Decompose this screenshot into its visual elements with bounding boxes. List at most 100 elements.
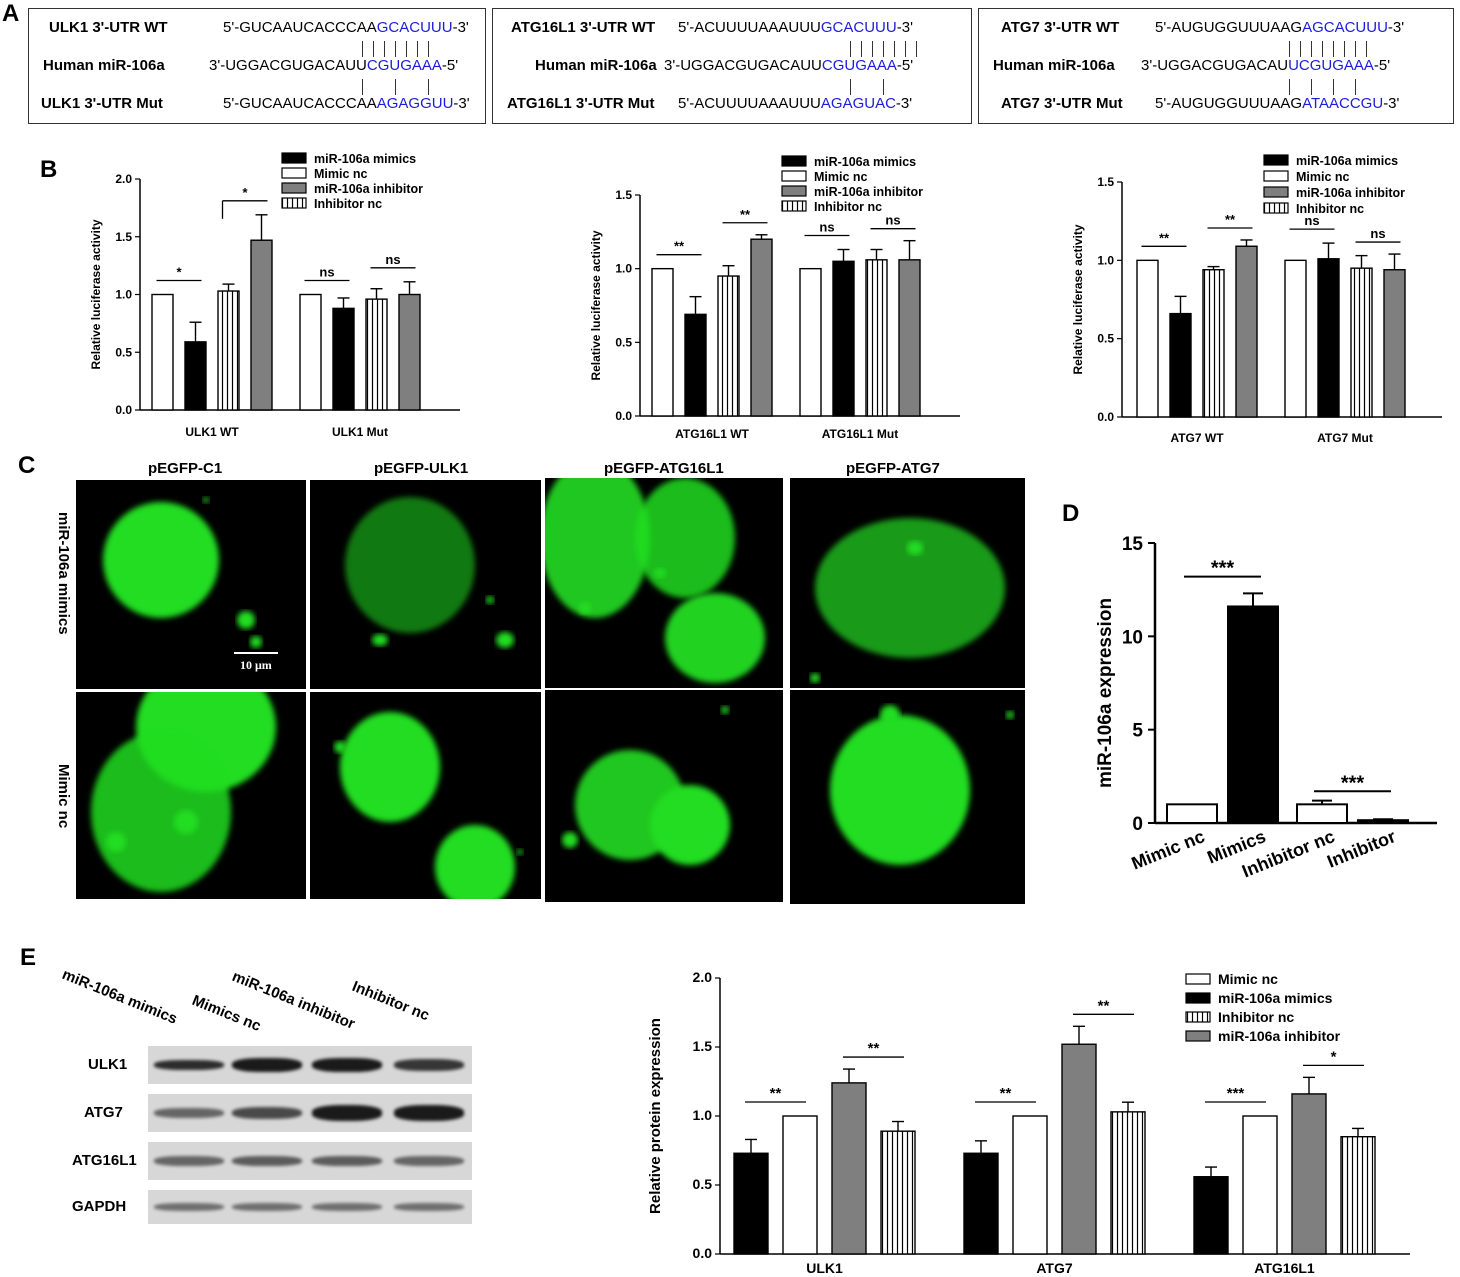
- significance-label: **: [1225, 212, 1236, 227]
- protein-band: [394, 1059, 464, 1071]
- protein-band: [232, 1107, 302, 1119]
- x-tick-label: ULK1: [806, 1260, 843, 1276]
- legend-swatch: [781, 200, 807, 212]
- y-tick-label: 0.5: [115, 345, 132, 359]
- pairing-line: [850, 41, 851, 57]
- pairing-line: [1355, 79, 1356, 95]
- sequence-segment: 5'-ACUUUUAAAUUU: [678, 95, 821, 112]
- bar: [1110, 1111, 1146, 1255]
- fluorescence-image: [345, 497, 514, 648]
- pairing-line: [428, 41, 429, 57]
- cell-blob: [340, 712, 440, 822]
- bar: [151, 293, 174, 411]
- fluorescence-image: [562, 706, 730, 865]
- sequence-segment: ATAACCGU: [1302, 95, 1384, 112]
- bar: [1012, 1115, 1048, 1255]
- x-tick-label: ATG16L1 Mut: [822, 427, 898, 441]
- x-tick-label: Inhibitor: [1324, 826, 1398, 872]
- significance-label: *: [1331, 1048, 1337, 1065]
- significance-label: ns: [1370, 226, 1385, 241]
- column-header: pEGFP-ATG16L1: [604, 460, 724, 477]
- bar: [1317, 258, 1340, 418]
- pairing-line: [905, 41, 906, 57]
- legend-label: miR-106a inhibitor: [1296, 186, 1405, 200]
- significance-label: *: [242, 185, 248, 200]
- x-tick-label: ATG16L1: [1254, 1260, 1315, 1276]
- blot-strip: [148, 1094, 472, 1132]
- legend-label: Mimic nc: [314, 167, 368, 181]
- fluorescence-image: [810, 518, 1005, 683]
- sequence-segment: CGUGAAA: [366, 57, 442, 74]
- significance-label: ***: [1227, 1085, 1245, 1102]
- legend-swatch: [1185, 992, 1211, 1004]
- wt-sequence: 5'-GUCAAUCACCCAAGCACUUU-3': [223, 19, 469, 36]
- legend-swatch: [1185, 973, 1211, 985]
- microscopy-image: [545, 478, 783, 688]
- sequence-segment: -3': [452, 19, 469, 36]
- blot-strip: [148, 1046, 472, 1084]
- bar: [832, 260, 855, 417]
- significance-label: ns: [819, 220, 834, 235]
- y-axis-label: Relative protein expression: [647, 1018, 664, 1214]
- chart-b-atg16l1: 0.0 0.5 1.0 1.5 Relative luciferase activity…: [589, 155, 960, 441]
- mir-label: Human miR-106a: [43, 57, 165, 74]
- protein-band: [154, 1060, 224, 1070]
- bar: [1202, 269, 1225, 418]
- y-tick-label: 10: [1122, 627, 1143, 648]
- bar: [250, 239, 273, 411]
- cell-blob: [579, 602, 591, 614]
- cell-blob: [932, 802, 948, 818]
- legend-swatch: [1185, 1030, 1211, 1042]
- pairing-line: [1289, 41, 1290, 57]
- wt-sequence: 5'-ACUUUUAAAUUUGCACUUU-3': [678, 19, 913, 36]
- bar: [651, 267, 674, 417]
- pairing-line: [1333, 41, 1334, 57]
- protein-label: ATG16L1: [72, 1152, 137, 1169]
- column-header: pEGFP-ATG7: [846, 460, 940, 477]
- sequence-segment: GCACUUU: [820, 19, 897, 36]
- y-tick-label: 0.0: [115, 403, 132, 417]
- pairing-line: [1344, 41, 1345, 57]
- sequence-segment: -3': [896, 19, 913, 36]
- bar: [880, 1130, 916, 1255]
- significance-label: ns: [385, 252, 400, 267]
- cell-blob: [496, 632, 514, 648]
- significance-label: ns: [1304, 213, 1319, 228]
- legend-swatch: [1185, 1011, 1211, 1023]
- sequence-segment: CGUGAAA: [821, 57, 897, 74]
- pairing-line: [872, 41, 873, 57]
- significance-label: **: [868, 1040, 880, 1057]
- cell-blob: [810, 673, 820, 683]
- bar: [1136, 259, 1159, 418]
- column-header: pEGFP-C1: [148, 460, 223, 477]
- x-tick-label: ATG7 Mut: [1317, 431, 1373, 445]
- bar: [217, 290, 240, 411]
- pairing-line: [417, 41, 418, 57]
- mut-label: ULK1 3'-UTR Mut: [41, 95, 163, 112]
- protein-band: [232, 1058, 302, 1072]
- bar: [831, 1082, 867, 1255]
- y-tick-label: 0.5: [615, 335, 632, 349]
- legend-label: Inhibitor nc: [1218, 1009, 1294, 1025]
- panel-letter-d: D: [1062, 500, 1080, 527]
- column-header: pEGFP-ULK1: [374, 460, 469, 477]
- x-tick-label: ULK1 WT: [185, 425, 239, 439]
- cell-blob: [334, 741, 346, 753]
- cell-blob: [635, 478, 735, 598]
- y-tick-label: 0.0: [1097, 410, 1114, 424]
- y-tick-label: 1.5: [693, 1038, 713, 1054]
- y-axis-label: Relative luciferase activity: [89, 219, 103, 369]
- panel-letter-b: B: [40, 156, 58, 183]
- bar: [1350, 267, 1373, 418]
- significance-label: ***: [1341, 772, 1365, 794]
- y-tick-label: 2.0: [693, 969, 713, 985]
- mut-label: ATG7 3'-UTR Mut: [1001, 95, 1123, 112]
- sequence-segment: 5'-ACUUUUAAAUUU: [678, 19, 821, 36]
- x-tick-label: ATG7: [1036, 1260, 1073, 1276]
- pairing-line: [373, 41, 374, 57]
- panel-letter-c: C: [18, 452, 36, 479]
- bar: [299, 293, 322, 411]
- sequence-segment: AGCACUUU: [1302, 19, 1388, 36]
- bar: [717, 275, 740, 417]
- legend-swatch: [1263, 186, 1289, 198]
